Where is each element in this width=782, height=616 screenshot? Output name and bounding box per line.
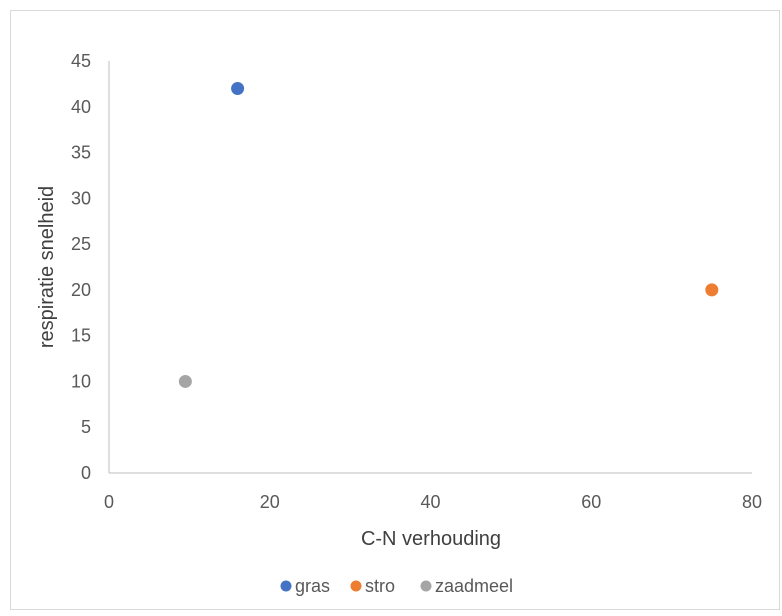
data-points	[178, 81, 719, 388]
x-tick-label: 0	[104, 492, 114, 512]
legend-marker-zaadmeel	[420, 580, 432, 592]
y-tick-label: 0	[81, 463, 91, 483]
legend-item-zaadmeel: zaadmeel	[420, 576, 513, 596]
y-tick-label: 5	[81, 417, 91, 437]
y-tick-label: 30	[71, 188, 91, 208]
legend-marker-gras	[280, 580, 292, 592]
legend-item-gras: gras	[280, 576, 330, 596]
x-tick-label: 20	[260, 492, 280, 512]
x-tick-labels: 0 20 40 60 80	[104, 492, 762, 512]
y-tick-label: 20	[71, 280, 91, 300]
x-tick-label: 60	[581, 492, 601, 512]
y-tick-label: 35	[71, 143, 91, 163]
chart-frame: 0 5 10 15 20 25 30 35 40 45 0 20 40 60 80 C-N verhoud…	[10, 10, 780, 610]
y-tick-label: 25	[71, 234, 91, 254]
legend-label-stro: stro	[365, 576, 395, 596]
scatter-chart: 0 5 10 15 20 25 30 35 40 45 0 20 40 60 80 C-N verhoud…	[36, 51, 762, 596]
data-point-stro	[705, 283, 719, 297]
x-tick-label: 80	[742, 492, 762, 512]
legend-marker-stro	[350, 580, 362, 592]
y-tick-label: 45	[71, 51, 91, 71]
legend-item-stro: stro	[350, 576, 395, 596]
legend-label-zaadmeel: zaadmeel	[435, 576, 513, 596]
legend-label-gras: gras	[295, 576, 330, 596]
y-axis-title: respiratie snelheid	[36, 186, 58, 348]
y-tick-label: 40	[71, 97, 91, 117]
data-point-zaadmeel	[178, 374, 192, 388]
data-point-gras	[231, 81, 245, 95]
y-tick-label: 10	[71, 371, 91, 391]
legend: gras stro zaadmeel	[280, 576, 513, 596]
x-tick-label: 40	[420, 492, 440, 512]
y-tick-labels: 0 5 10 15 20 25 30 35 40 45	[71, 51, 91, 483]
y-tick-label: 15	[71, 326, 91, 346]
x-axis-title: C-N verhouding	[361, 528, 501, 550]
